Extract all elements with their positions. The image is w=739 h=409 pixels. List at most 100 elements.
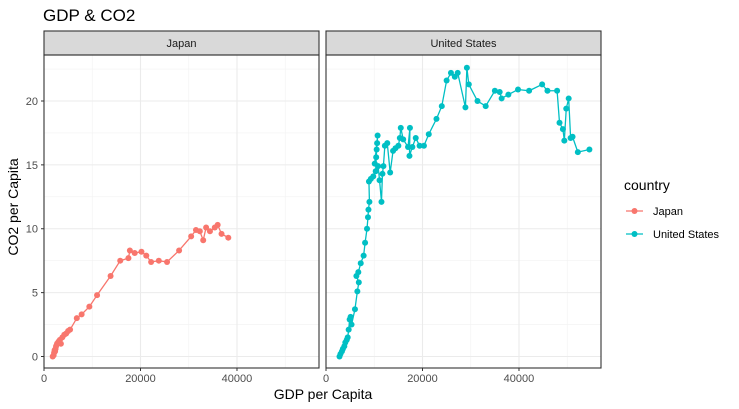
data-point <box>496 89 503 96</box>
data-point <box>176 247 183 254</box>
data-point <box>203 224 210 231</box>
data-point <box>345 326 352 333</box>
data-point <box>586 146 593 153</box>
data-point <box>357 260 364 267</box>
panel-border-united-states <box>325 54 602 369</box>
data-point <box>214 221 221 228</box>
data-point <box>569 133 576 140</box>
data-point <box>482 103 489 110</box>
data-point <box>416 142 423 149</box>
data-point <box>556 119 563 126</box>
data-point <box>351 306 358 313</box>
x-tick-label: 40000 <box>504 373 535 385</box>
panel-japan: Japan <box>43 30 320 369</box>
data-point <box>463 64 470 71</box>
data-point <box>565 95 572 102</box>
data-point <box>117 257 124 264</box>
x-tick-label: 20000 <box>407 373 438 385</box>
data-point <box>138 248 145 255</box>
legend-key-point <box>631 231 638 237</box>
data-point <box>378 198 385 205</box>
data-point <box>373 154 380 161</box>
data-point <box>387 169 394 176</box>
data-point <box>360 252 367 259</box>
data-point <box>447 69 454 76</box>
data-point <box>400 136 407 143</box>
legend-entry-united-states: United States <box>626 229 720 241</box>
data-point <box>366 198 373 205</box>
data-point <box>397 124 404 131</box>
data-point <box>574 149 581 156</box>
legend-key-point <box>631 208 638 214</box>
data-point <box>526 87 533 94</box>
legend-entry-japan: Japan <box>626 206 683 218</box>
data-point <box>561 137 568 144</box>
legend-label: Japan <box>653 206 683 218</box>
x-tick-label: 0 <box>323 373 329 385</box>
data-point <box>131 250 138 257</box>
y-tick-label: 20 <box>26 96 38 108</box>
panel-border-japan <box>43 54 320 369</box>
x-tick-label: 40000 <box>222 373 253 385</box>
data-point <box>188 233 195 240</box>
data-point <box>218 230 225 237</box>
data-point <box>420 142 427 149</box>
data-point <box>365 206 372 213</box>
data-point <box>125 255 132 262</box>
data-point <box>380 163 387 170</box>
y-tick-label: 5 <box>32 288 38 300</box>
data-point <box>374 132 381 139</box>
series-united-states <box>336 64 593 360</box>
data-point <box>465 81 472 88</box>
data-point <box>354 288 361 295</box>
data-point <box>57 340 64 347</box>
data-point <box>348 321 355 328</box>
data-point <box>462 104 469 111</box>
data-point <box>474 97 481 104</box>
legend-title: country <box>624 177 670 193</box>
data-point <box>206 228 213 235</box>
data-point <box>196 228 203 235</box>
data-point <box>559 126 566 133</box>
data-point <box>347 313 354 320</box>
y-tick-label: 10 <box>26 224 38 236</box>
data-point <box>355 269 362 276</box>
y-tick-label: 15 <box>26 160 38 172</box>
facet-strip-japan <box>43 30 320 56</box>
data-point <box>406 152 413 159</box>
data-point <box>200 237 207 244</box>
y-tick-label: 0 <box>32 352 38 364</box>
grid-japan <box>43 55 319 368</box>
data-point <box>505 91 512 98</box>
data-point <box>67 326 74 333</box>
data-point <box>155 257 162 264</box>
series-japan <box>49 221 232 360</box>
data-point <box>563 105 570 112</box>
x-tick-label: 20000 <box>125 373 156 385</box>
data-point <box>498 95 505 102</box>
data-point <box>443 77 450 84</box>
data-point <box>344 334 351 341</box>
data-point <box>376 177 383 184</box>
legend-label: United States <box>653 229 720 241</box>
data-point <box>454 69 461 76</box>
data-point <box>539 81 546 88</box>
data-point <box>78 311 85 318</box>
data-point <box>375 163 382 170</box>
data-point <box>374 140 381 147</box>
data-point <box>370 173 377 180</box>
data-point <box>164 258 171 265</box>
data-point <box>225 234 232 241</box>
plot-area-japan <box>44 55 319 368</box>
x-axis-title: GDP per Capita <box>274 386 373 402</box>
data-point <box>406 124 413 131</box>
x-tick-label: 0 <box>41 373 47 385</box>
chart-title: GDP & CO2 <box>43 6 135 25</box>
legend-entries: Japan United States <box>626 206 720 241</box>
data-point <box>148 258 155 265</box>
legend: country Japan United States <box>624 177 720 241</box>
data-point <box>405 143 412 150</box>
data-point <box>409 143 416 150</box>
data-point <box>126 247 133 254</box>
